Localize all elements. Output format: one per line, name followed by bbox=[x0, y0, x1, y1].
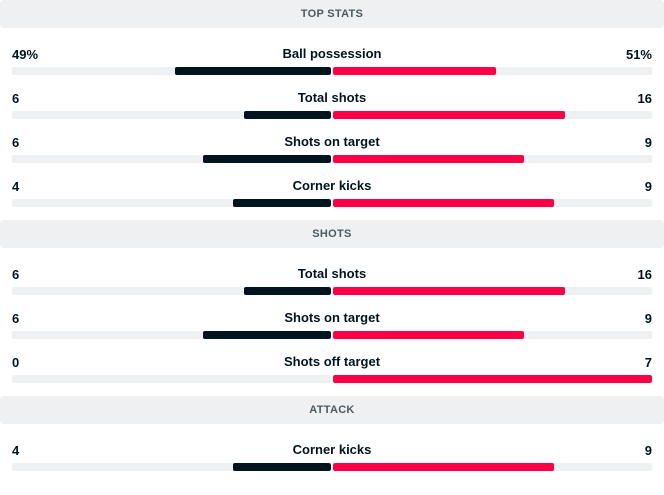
home-value: 6 bbox=[12, 310, 20, 326]
away-bar-track bbox=[333, 199, 652, 207]
away-bar-fill bbox=[333, 199, 554, 207]
stat-row-corner-kicks: 4 9 Corner kicks bbox=[0, 176, 664, 220]
away-value: 7 bbox=[644, 354, 652, 370]
away-value: 9 bbox=[644, 178, 652, 194]
stats-section-top-stats: TOP STATS 49% 51% Ball possession 6 16 Total s… bbox=[0, 0, 664, 220]
away-value: 16 bbox=[637, 90, 652, 106]
away-bar-fill bbox=[333, 111, 565, 119]
home-bar-fill bbox=[243, 287, 331, 295]
stat-row-total-shots: 6 16 Total shots bbox=[0, 264, 664, 308]
away-bar-track bbox=[333, 67, 652, 75]
home-bar-track bbox=[12, 463, 331, 471]
home-bar-fill bbox=[243, 111, 331, 119]
home-bar-track bbox=[12, 111, 331, 119]
comparison-bars bbox=[12, 111, 652, 119]
stat-row-shots-on-target: 6 9 Shots on target bbox=[0, 308, 664, 352]
match-stats-panel: TOP STATS 49% 51% Ball possession 6 16 Total s… bbox=[0, 0, 664, 484]
away-bar-fill bbox=[333, 463, 554, 471]
comparison-bars bbox=[12, 331, 652, 339]
section-header: TOP STATS bbox=[0, 0, 664, 28]
home-bar-fill bbox=[232, 463, 331, 471]
home-bar-track bbox=[12, 287, 331, 295]
home-bar-fill bbox=[203, 155, 331, 163]
comparison-bars bbox=[12, 287, 652, 295]
home-value: 4 bbox=[12, 178, 20, 194]
away-bar-fill bbox=[333, 331, 525, 339]
stat-row-shots-off-target: 0 7 Shots off target bbox=[0, 352, 664, 396]
comparison-bars bbox=[12, 155, 652, 163]
home-value: 4 bbox=[12, 442, 20, 458]
away-bar-track bbox=[333, 111, 652, 119]
away-bar-track bbox=[333, 375, 652, 383]
away-bar-track bbox=[333, 463, 652, 471]
comparison-bars bbox=[12, 463, 652, 471]
home-bar-track bbox=[12, 67, 331, 75]
away-bar-fill bbox=[333, 375, 652, 383]
stat-row-ball-possession: 49% 51% Ball possession bbox=[0, 44, 664, 88]
comparison-bars bbox=[12, 375, 652, 383]
home-bar-fill bbox=[232, 199, 331, 207]
stat-row-total-shots: 6 16 Total shots bbox=[0, 88, 664, 132]
away-value: 9 bbox=[644, 134, 652, 150]
stat-values: 49% 51% bbox=[12, 46, 652, 62]
stat-row-shots-on-target: 6 9 Shots on target bbox=[0, 132, 664, 176]
away-bar-fill bbox=[333, 67, 496, 75]
stat-values: 6 16 bbox=[12, 266, 652, 282]
section-header: ATTACK bbox=[0, 396, 664, 424]
home-bar-track bbox=[12, 331, 331, 339]
away-bar-track bbox=[333, 331, 652, 339]
stat-values: 6 16 bbox=[12, 90, 652, 106]
away-bar-track bbox=[333, 155, 652, 163]
stat-row-corner-kicks: 4 9 Corner kicks bbox=[0, 440, 664, 484]
home-bar-track bbox=[12, 155, 331, 163]
away-bar-track bbox=[333, 287, 652, 295]
home-value: 6 bbox=[12, 134, 20, 150]
home-value: 49% bbox=[12, 46, 39, 62]
home-value: 0 bbox=[12, 354, 20, 370]
home-bar-fill bbox=[203, 331, 331, 339]
comparison-bars bbox=[12, 199, 652, 207]
home-bar-track bbox=[12, 199, 331, 207]
home-bar-track bbox=[12, 375, 331, 383]
away-value: 9 bbox=[644, 310, 652, 326]
away-value: 16 bbox=[637, 266, 652, 282]
away-bar-fill bbox=[333, 155, 525, 163]
stats-section-attack: ATTACK 4 9 Corner kicks bbox=[0, 396, 664, 484]
home-value: 6 bbox=[12, 90, 20, 106]
section-header: SHOTS bbox=[0, 220, 664, 248]
away-value: 9 bbox=[644, 442, 652, 458]
comparison-bars bbox=[12, 67, 652, 75]
away-bar-fill bbox=[333, 287, 565, 295]
away-value: 51% bbox=[625, 46, 652, 62]
stats-section-shots: SHOTS 6 16 Total shots 6 9 Shots on target 0 7 Sh… bbox=[0, 220, 664, 396]
home-bar-fill bbox=[174, 67, 331, 75]
home-value: 6 bbox=[12, 266, 20, 282]
